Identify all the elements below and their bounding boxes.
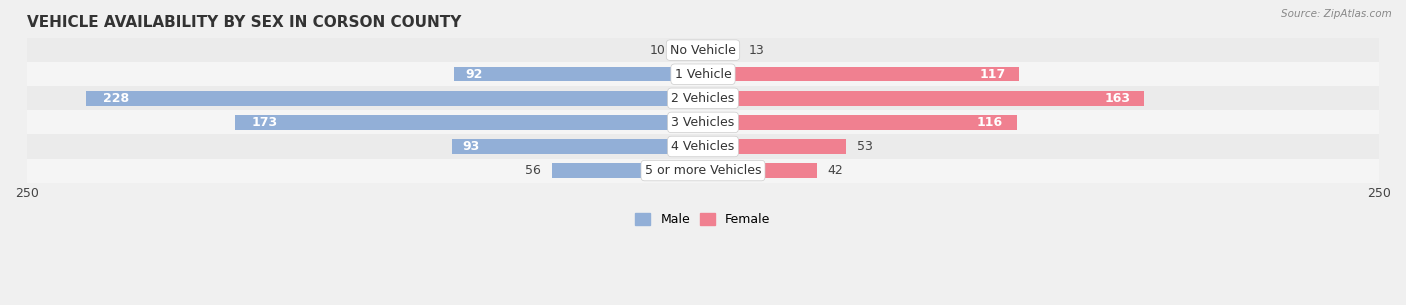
Text: 173: 173 xyxy=(252,116,277,129)
Text: 163: 163 xyxy=(1104,92,1130,105)
Text: 93: 93 xyxy=(463,140,479,153)
Bar xyxy=(451,139,703,154)
Bar xyxy=(27,110,1379,135)
Text: 5 or more Vehicles: 5 or more Vehicles xyxy=(645,164,761,177)
Text: 13: 13 xyxy=(749,44,765,57)
Bar xyxy=(235,115,703,130)
Bar xyxy=(86,91,703,106)
Text: 92: 92 xyxy=(465,68,482,81)
Bar xyxy=(551,163,703,178)
Bar xyxy=(703,115,1017,130)
Text: 4 Vehicles: 4 Vehicles xyxy=(672,140,734,153)
Text: 2 Vehicles: 2 Vehicles xyxy=(672,92,734,105)
Text: 53: 53 xyxy=(858,140,873,153)
Bar xyxy=(703,67,1019,81)
Text: 117: 117 xyxy=(980,68,1005,81)
Text: 42: 42 xyxy=(827,164,844,177)
Text: 116: 116 xyxy=(977,116,1002,129)
Legend: Male, Female: Male, Female xyxy=(630,208,776,231)
Text: 3 Vehicles: 3 Vehicles xyxy=(672,116,734,129)
Bar xyxy=(27,86,1379,110)
Bar xyxy=(27,62,1379,86)
Text: VEHICLE AVAILABILITY BY SEX IN CORSON COUNTY: VEHICLE AVAILABILITY BY SEX IN CORSON CO… xyxy=(27,15,461,30)
Bar xyxy=(703,43,738,57)
Bar xyxy=(454,67,703,81)
Bar xyxy=(703,91,1144,106)
Text: 1 Vehicle: 1 Vehicle xyxy=(675,68,731,81)
Bar xyxy=(703,163,817,178)
Bar xyxy=(27,135,1379,159)
Bar xyxy=(27,38,1379,62)
Bar xyxy=(703,139,846,154)
Text: 228: 228 xyxy=(103,92,129,105)
Text: No Vehicle: No Vehicle xyxy=(671,44,735,57)
Bar xyxy=(676,43,703,57)
Text: 56: 56 xyxy=(524,164,541,177)
Text: Source: ZipAtlas.com: Source: ZipAtlas.com xyxy=(1281,9,1392,19)
Bar xyxy=(27,159,1379,183)
Text: 10: 10 xyxy=(650,44,665,57)
